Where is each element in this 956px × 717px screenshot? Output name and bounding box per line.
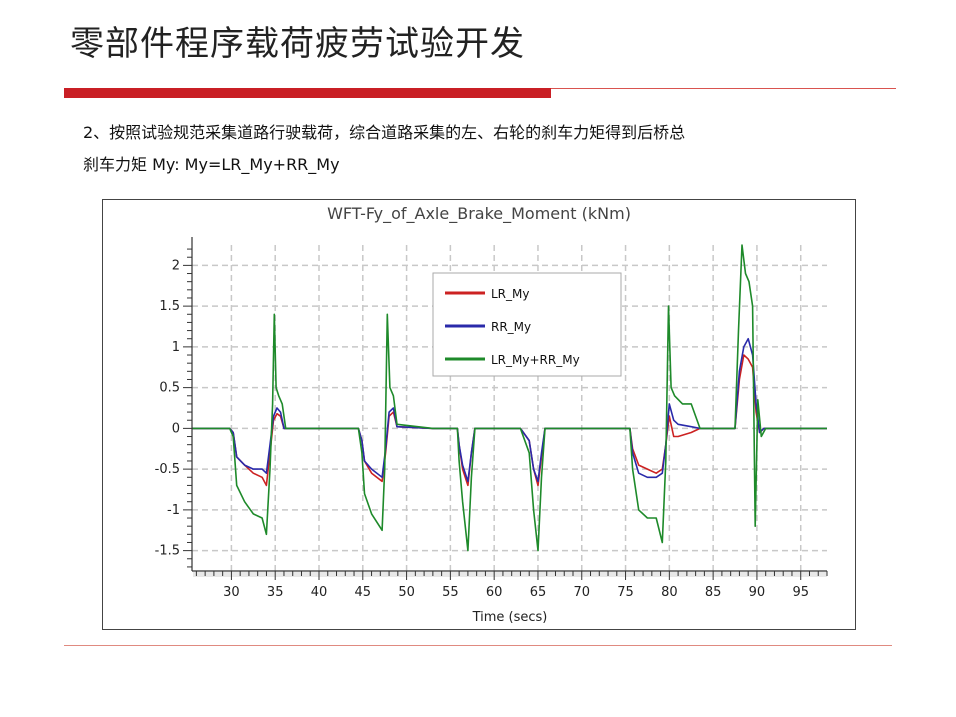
- y-tick-label: 0.5: [159, 381, 180, 396]
- y-tick-label: -1.5: [155, 544, 180, 559]
- x-tick-label: 35: [267, 585, 284, 600]
- chart-grid: [192, 245, 827, 571]
- x-tick-label: 40: [311, 585, 328, 600]
- x-tick-label: 70: [573, 585, 590, 600]
- x-tick-label: 65: [530, 585, 547, 600]
- legend-label: RR_My: [491, 320, 531, 334]
- series-line: [192, 244, 827, 552]
- chart-ticks: 30 35 40 45 50 55 60 65 70 75 80 85 90 95 -1.5 -1 -0.5 0 0…: [155, 248, 828, 600]
- x-axis-label: Time (secs): [472, 610, 548, 625]
- y-tick-label: 1: [172, 340, 180, 355]
- slide-title: 零部件程序载荷疲劳试验开发: [70, 24, 525, 64]
- y-tick-label: 1.5: [159, 299, 180, 314]
- x-tick-label: 55: [442, 585, 459, 600]
- chart-legend: LR_My RR_My LR_My+RR_My: [432, 272, 622, 377]
- x-tick-label: 80: [661, 585, 678, 600]
- series-line: [192, 337, 827, 483]
- x-tick-label: 95: [792, 585, 809, 600]
- y-tick-label: 0: [172, 421, 180, 436]
- body-text-line-1: 2、按照试验规范采集道路行驶载荷，综合道路采集的左、右轮的刹车力矩得到后桥总: [83, 123, 686, 142]
- y-tick-label: -1: [167, 503, 180, 518]
- brake-moment-chart: WFT-Fy_of_Axle_Brake_Moment (kNm) 30 35 40…: [155, 204, 828, 625]
- x-axis-band: [193, 572, 827, 577]
- x-tick-label: 30: [223, 585, 240, 600]
- chart-title: WFT-Fy_of_Axle_Brake_Moment (kNm): [327, 204, 631, 224]
- y-tick-label: 2: [172, 258, 180, 273]
- x-tick-label: 60: [486, 585, 503, 600]
- title-rule-thick: [64, 88, 551, 98]
- x-tick-label: 85: [705, 585, 722, 600]
- legend-label: LR_My+RR_My: [491, 353, 580, 367]
- x-tick-label: 45: [355, 585, 372, 600]
- x-tick-label: 90: [749, 585, 766, 600]
- x-tick-label: 75: [617, 585, 634, 600]
- legend-label: LR_My: [491, 287, 529, 301]
- y-tick-label: -0.5: [155, 462, 180, 477]
- bottom-rule: [64, 645, 892, 646]
- body-text-line-2: 刹车力矩 My: My=LR_My+RR_My: [83, 155, 340, 174]
- x-tick-label: 50: [398, 585, 415, 600]
- chart-frame: WFT-Fy_of_Axle_Brake_Moment (kNm) 30 35 40…: [102, 199, 856, 630]
- chart-series: [192, 244, 827, 552]
